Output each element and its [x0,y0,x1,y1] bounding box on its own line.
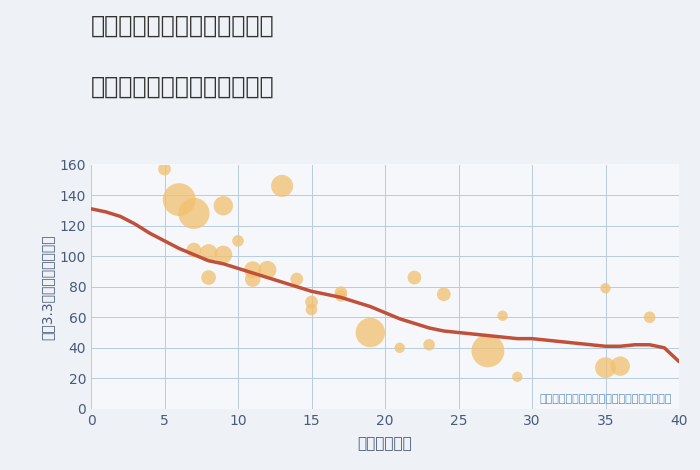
Point [438,290,449,298]
Point [203,274,214,281]
Point [203,249,214,257]
Point [306,298,317,306]
Point [306,306,317,313]
Y-axis label: 坪（3.3㎡）単価（万円）: 坪（3.3㎡）単価（万円） [40,234,54,339]
Point [600,284,611,292]
Point [482,347,493,354]
Point [409,274,420,281]
Point [232,237,244,244]
Point [497,312,508,320]
Point [218,202,229,210]
Text: 円の大きさは、取引のあった物件面積を示す: 円の大きさは、取引のあった物件面積を示す [539,394,672,404]
Point [335,292,346,300]
Point [394,344,405,352]
Point [247,266,258,274]
Text: 奈良県奈良市月ヶ瀬桃香野の: 奈良県奈良市月ヶ瀬桃香野の [91,14,274,38]
Point [174,196,185,204]
Point [188,246,199,254]
Point [365,329,376,337]
Point [218,251,229,258]
Point [600,364,611,371]
Point [276,182,288,189]
Text: 築年数別中古マンション価格: 築年数別中古マンション価格 [91,75,274,99]
Point [335,289,346,297]
Point [247,275,258,283]
Point [512,373,523,381]
Point [424,341,435,349]
Point [291,275,302,283]
X-axis label: 築年数（年）: 築年数（年） [358,436,412,451]
Point [262,266,273,274]
Point [615,362,626,370]
Point [159,165,170,173]
Point [188,210,199,217]
Point [644,313,655,321]
